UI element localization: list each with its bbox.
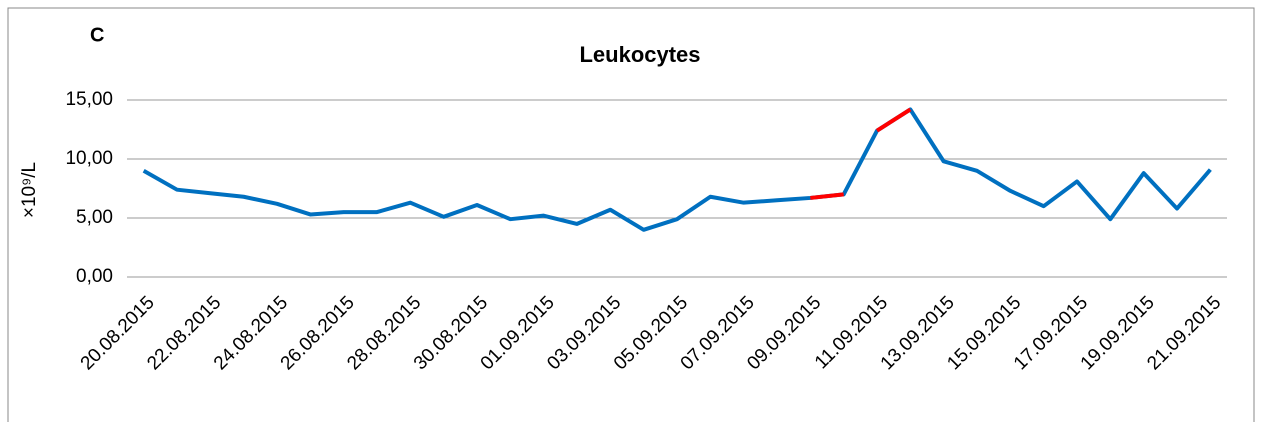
y-tick-label: 10,00 xyxy=(65,148,113,169)
highlight-segment xyxy=(875,107,912,133)
data-line xyxy=(142,107,1212,232)
chart-title: Leukocytes xyxy=(579,42,700,67)
y-axis-label: ×10⁹/L xyxy=(19,162,40,218)
panel-label: C xyxy=(90,24,104,46)
y-tick-label: 15,00 xyxy=(65,89,113,110)
y-tick-label: 5,00 xyxy=(76,207,113,228)
chart-border xyxy=(7,7,1255,422)
y-tick-label: 0,00 xyxy=(76,266,113,287)
highlight-segment xyxy=(810,192,844,200)
